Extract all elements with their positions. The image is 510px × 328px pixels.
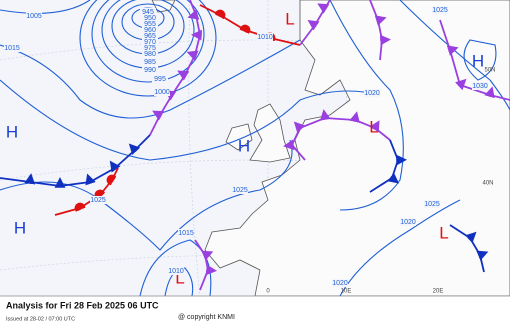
- pressure-center: L: [439, 223, 448, 242]
- isobar-label: 990: [144, 67, 156, 74]
- isobar-label: 1025: [90, 197, 106, 204]
- isobar-label-bg: [142, 20, 158, 28]
- pressure-center: H: [14, 218, 26, 237]
- isobar-label: 970: [144, 39, 156, 46]
- pressure-center: H: [6, 122, 18, 141]
- footer: [0, 296, 510, 328]
- isobar-label: 1025: [424, 201, 440, 208]
- grid-label: 10E: [341, 289, 352, 295]
- isobar-label-bg: [142, 38, 158, 46]
- isobar-label-bg: [4, 44, 20, 52]
- copyright: @ copyright KNMI: [178, 314, 235, 321]
- isobar-label-bg: [400, 218, 416, 226]
- isobar-label-bg: [26, 12, 42, 20]
- isobar-label-bg: [257, 33, 273, 41]
- isobar-label: 985: [144, 59, 156, 66]
- grid-label: 0: [266, 289, 270, 295]
- isobar-label: 1020: [364, 90, 380, 97]
- isobar-label-bg: [432, 6, 448, 14]
- isobar-label: 995: [154, 76, 166, 83]
- isobar-label: 965: [144, 33, 156, 40]
- pressure-center: H: [238, 136, 250, 155]
- isobar-label: 950: [144, 15, 156, 22]
- isobar-label: 1020: [332, 280, 348, 287]
- grid-label: 20E: [433, 289, 444, 295]
- title: Analysis for Fri 28 Feb 2025 06 UTC: [6, 300, 159, 310]
- isobar-label-bg: [142, 26, 158, 34]
- pressure-center: L: [175, 268, 184, 287]
- isobar-label: 1025: [232, 187, 248, 194]
- isobar-label-bg: [168, 267, 184, 275]
- fronts: [0, 0, 510, 291]
- isobar-label-bg: [142, 14, 158, 22]
- grid-label: 50N: [484, 68, 495, 74]
- isobar-label-bg: [142, 50, 158, 58]
- isobar-label-bg: [332, 279, 348, 287]
- isobar-label: 1010: [257, 34, 273, 41]
- issued: Issued at 28-02 / 07:00 UTC: [6, 316, 75, 322]
- isobar-label: 1030: [472, 83, 488, 90]
- isobar-label-bg: [142, 58, 158, 66]
- isobar-label: 1005: [26, 13, 42, 20]
- isobar-label-bg: [232, 186, 248, 194]
- isobar-label: 980: [144, 51, 156, 58]
- isobar-label-bg: [472, 82, 488, 90]
- isobar-label-bg: [154, 88, 170, 96]
- isobar-label: 955: [144, 21, 156, 28]
- isobar-label-bg: [142, 32, 158, 40]
- pressure-center: L: [285, 9, 294, 28]
- isobar-label-bg: [140, 8, 156, 16]
- isobar-label-bg: [152, 75, 168, 83]
- isobar-label: 1015: [4, 45, 20, 52]
- isobar-label: 960: [144, 27, 156, 34]
- isobar-label: 1000: [154, 89, 170, 96]
- isobar-label: 1015: [178, 230, 194, 237]
- pressure-center: H: [472, 51, 484, 70]
- isobar-label: 1025: [432, 7, 448, 14]
- grid-label: 40N: [482, 181, 493, 187]
- isobar-label-bg: [424, 200, 440, 208]
- isobar-label-bg: [142, 44, 158, 52]
- isobar-label: 1020: [400, 219, 416, 226]
- isobar-label: 1010: [168, 268, 184, 275]
- isobar-label: 975: [144, 45, 156, 52]
- pressure-center: L: [369, 117, 378, 136]
- isobar-label-bg: [142, 66, 158, 74]
- isobar-label-bg: [178, 229, 194, 237]
- isobar-label: 945: [142, 9, 154, 16]
- isobar-label-bg: [90, 196, 106, 204]
- isobar-label-bg: [364, 89, 380, 97]
